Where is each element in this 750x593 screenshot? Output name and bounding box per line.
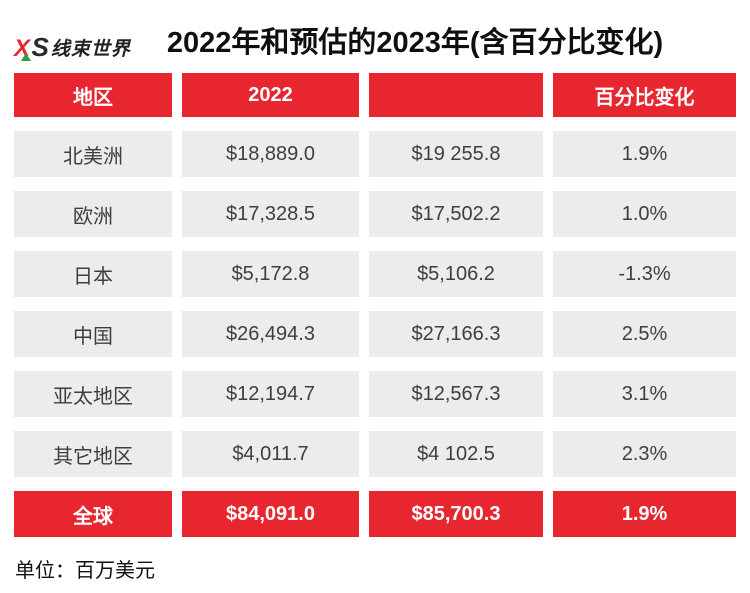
region-cell: 亚太地区: [14, 371, 172, 417]
value-2023-cell: $12,567.3: [369, 371, 543, 417]
value-2023-cell: $5,106.2: [369, 251, 543, 297]
value-2023-cell: $27,166.3: [369, 311, 543, 357]
header-region: 地区: [14, 73, 172, 117]
total-value-2023-cell: $85,700.3: [369, 491, 543, 537]
page-title: 2022年和预估的2023年(含百分比变化): [166, 27, 664, 59]
total-region-cell: 全球: [14, 491, 172, 537]
total-change-cell: 1.9%: [553, 491, 736, 537]
change-cell: -1.3%: [553, 251, 736, 297]
header-2023: [369, 73, 543, 117]
header-2022: 2022: [182, 73, 359, 117]
change-cell: 2.5%: [553, 311, 736, 357]
brand-name: 线束世界: [50, 39, 131, 60]
value-2023-cell: $17,502.2: [369, 191, 543, 237]
header-pct-change: 百分比变化: [553, 73, 736, 117]
change-cell: 2.3%: [553, 431, 736, 477]
brand-logo: X S 线束世界: [14, 32, 131, 63]
unit-note: 单位：百万美元: [15, 560, 155, 582]
value-2023-cell: $19 255.8: [369, 131, 543, 177]
region-cell: 欧洲: [14, 191, 172, 237]
value-2022-cell: $18,889.0: [182, 131, 359, 177]
regions-table: 地区 2022 百分比变化 北美洲 $18,889.0 $19 255.8 1.…: [14, 73, 738, 537]
value-2022-cell: $5,172.8: [182, 251, 359, 297]
change-cell: 1.9%: [553, 131, 736, 177]
brand-mark: X S: [14, 32, 49, 63]
value-2022-cell: $26,494.3: [182, 311, 359, 357]
value-2023-cell: $4 102.5: [369, 431, 543, 477]
region-cell: 其它地区: [14, 431, 172, 477]
value-2022-cell: $17,328.5: [182, 191, 359, 237]
total-value-2022-cell: $84,091.0: [182, 491, 359, 537]
green-triangle-icon: [21, 53, 31, 61]
brand-mark-s: S: [31, 32, 49, 62]
change-cell: 3.1%: [553, 371, 736, 417]
change-cell: 1.0%: [553, 191, 736, 237]
value-2022-cell: $4,011.7: [182, 431, 359, 477]
region-cell: 中国: [14, 311, 172, 357]
region-cell: 日本: [14, 251, 172, 297]
value-2022-cell: $12,194.7: [182, 371, 359, 417]
region-cell: 北美洲: [14, 131, 172, 177]
